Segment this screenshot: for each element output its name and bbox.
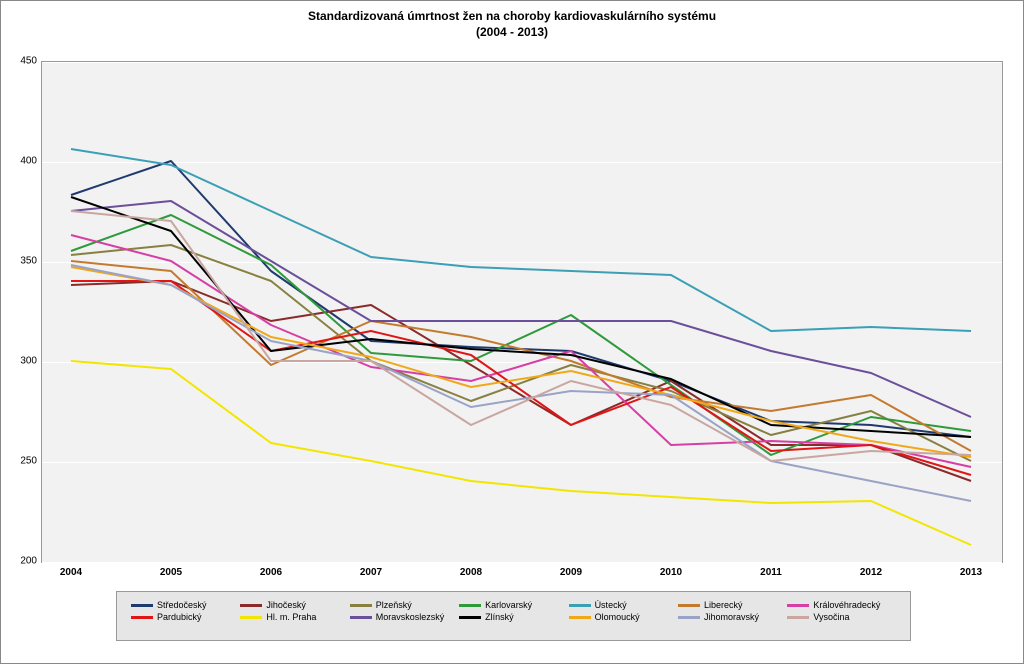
legend-label: Plzeňský — [376, 600, 412, 610]
legend-swatch — [350, 604, 372, 607]
legend-label: Hl. m. Praha — [266, 612, 316, 622]
legend-item: Olomoucký — [569, 612, 678, 622]
legend-swatch — [240, 604, 262, 607]
legend-item: Vysočina — [787, 612, 896, 622]
legend-swatch — [787, 616, 809, 619]
x-tick-label: 2013 — [960, 567, 982, 578]
series-line — [71, 281, 971, 481]
legend-item: Středočeský — [131, 600, 240, 610]
legend-item: Pardubický — [131, 612, 240, 622]
x-tick-label: 2007 — [360, 567, 382, 578]
legend-row: Středočeský Jihočeský Plzeňský Karlovarský Ú… — [131, 600, 896, 610]
legend-label: Jihočeský — [266, 600, 306, 610]
line-series-layer — [1, 1, 1024, 665]
legend-swatch — [787, 604, 809, 607]
legend-label: Pardubický — [157, 612, 202, 622]
legend-swatch — [131, 604, 153, 607]
series-line — [71, 361, 971, 545]
y-tick-label: 450 — [11, 56, 37, 67]
legend-label: Liberecký — [704, 600, 743, 610]
y-tick-label: 350 — [11, 256, 37, 267]
legend-label: Jihomoravský — [704, 612, 759, 622]
x-tick-label: 2011 — [760, 567, 782, 578]
legend-item: Jihomoravský — [678, 612, 787, 622]
legend-label: Moravskoslezský — [376, 612, 445, 622]
x-tick-label: 2006 — [260, 567, 282, 578]
legend-label: Středočeský — [157, 600, 207, 610]
legend-swatch — [240, 616, 262, 619]
legend-swatch — [569, 604, 591, 607]
x-tick-label: 2012 — [860, 567, 882, 578]
x-tick-label: 2008 — [460, 567, 482, 578]
x-tick-label: 2005 — [160, 567, 182, 578]
legend-label: Ústecký — [595, 600, 627, 610]
y-tick-label: 300 — [11, 356, 37, 367]
legend-item: Plzeňský — [350, 600, 459, 610]
y-tick-label: 200 — [11, 556, 37, 567]
legend-label: Vysočina — [813, 612, 849, 622]
x-tick-label: 2009 — [560, 567, 582, 578]
legend-item: Hl. m. Praha — [240, 612, 349, 622]
legend-item: Jihočeský — [240, 600, 349, 610]
legend-item: Karlovarský — [459, 600, 568, 610]
legend-swatch — [678, 616, 700, 619]
legend-item: Královéhradecký — [787, 600, 896, 610]
legend-label: Zlínský — [485, 612, 514, 622]
legend-swatch — [569, 616, 591, 619]
legend-row: Pardubický Hl. m. Praha Moravskoslezský Zlí… — [131, 612, 896, 622]
y-tick-label: 250 — [11, 456, 37, 467]
chart-container: Standardizovaná úmrtnost žen na choroby … — [0, 0, 1024, 664]
series-line — [71, 261, 971, 451]
legend-item: Zlínský — [459, 612, 568, 622]
legend-swatch — [459, 616, 481, 619]
y-tick-label: 400 — [11, 156, 37, 167]
x-tick-label: 2010 — [660, 567, 682, 578]
legend-item: Moravskoslezský — [350, 612, 459, 622]
legend-item: Liberecký — [678, 600, 787, 610]
legend: Středočeský Jihočeský Plzeňský Karlovarský Ú… — [116, 591, 911, 641]
x-tick-label: 2004 — [60, 567, 82, 578]
legend-label: Olomoucký — [595, 612, 640, 622]
legend-swatch — [350, 616, 372, 619]
legend-label: Královéhradecký — [813, 600, 880, 610]
legend-swatch — [678, 604, 700, 607]
legend-swatch — [131, 616, 153, 619]
legend-label: Karlovarský — [485, 600, 532, 610]
legend-swatch — [459, 604, 481, 607]
legend-item: Ústecký — [569, 600, 678, 610]
